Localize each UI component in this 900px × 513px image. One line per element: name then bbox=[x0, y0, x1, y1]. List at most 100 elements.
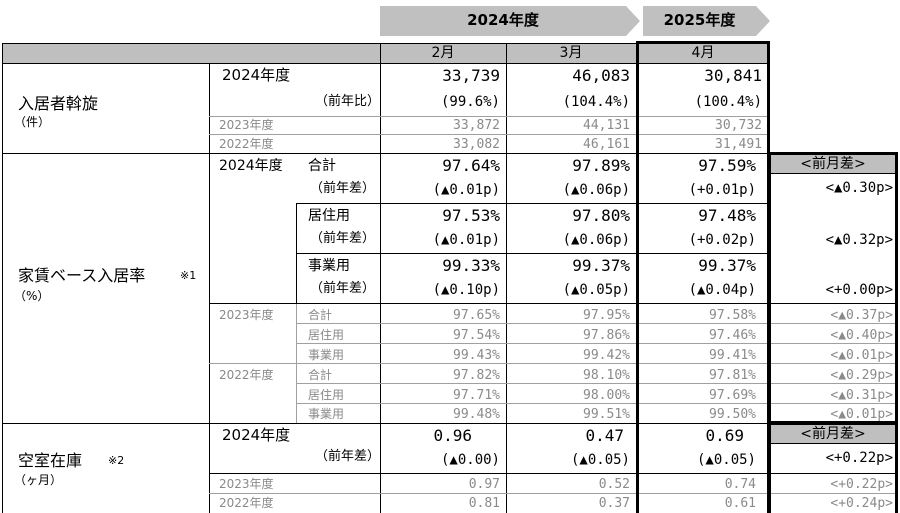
s2-row-business-label: 事業用 bbox=[308, 258, 350, 274]
s2-note: ※1 bbox=[180, 269, 197, 282]
s2-total-diff-mar: (▲0.06p) bbox=[562, 182, 630, 198]
s3-title: 空室在庫 bbox=[18, 451, 83, 470]
s2-2022-business-label: 事業用 bbox=[308, 407, 345, 421]
s2-2022-residential-feb: 97.71% bbox=[453, 388, 500, 403]
s3-diff-mar: (▲0.05) bbox=[570, 452, 630, 468]
s1-prev-year-2022: 2022年度 bbox=[219, 137, 274, 151]
s3-unit: （ヶ月） bbox=[14, 473, 63, 487]
s3-prev-2022-apr: 0.61 bbox=[724, 496, 756, 511]
s1-yoy-mar: (104.4%) bbox=[562, 94, 630, 110]
s2-residential-mom: <▲0.32p> bbox=[825, 232, 893, 248]
s2-unit: （%） bbox=[14, 289, 50, 303]
s3-prev-2023-feb: 0.97 bbox=[468, 477, 500, 492]
month-header-mar: 3月 bbox=[559, 45, 583, 61]
s1-value-apr: 30,841 bbox=[704, 66, 762, 85]
s2-2023-business-apr: 99.41% bbox=[709, 348, 756, 363]
s2-total-apr: 97.59% bbox=[698, 156, 756, 175]
s2-2023-total-label: 合計 bbox=[308, 308, 333, 322]
fy2024-banner-label: 2024年度 bbox=[467, 11, 539, 29]
s2-2022-residential-apr: 97.69% bbox=[709, 388, 756, 403]
s2-business-diff-apr: (▲0.04p) bbox=[688, 282, 756, 298]
s2-2022-business-apr: 99.50% bbox=[709, 407, 756, 422]
s2-2022-residential-mar: 98.00% bbox=[583, 388, 630, 403]
s1-prev-2023-apr: 30,732 bbox=[715, 118, 762, 133]
s3-prev-2022-feb: 0.81 bbox=[468, 496, 500, 511]
s1-title: 入居者斡旋 bbox=[18, 94, 99, 113]
s1-year: 2024年度 bbox=[222, 66, 291, 84]
s2-business-diff-mar: (▲0.05p) bbox=[562, 282, 630, 298]
s2-2023-total-apr: 97.58% bbox=[709, 308, 756, 323]
s2-2022-business-mar: 99.51% bbox=[583, 407, 630, 422]
s2-2023-business-mom: <▲0.01p> bbox=[830, 348, 893, 363]
s2-2023-total-mom: <▲0.37p> bbox=[830, 308, 893, 323]
s2-row-residential-diff-label: （前年差） bbox=[310, 231, 376, 246]
s2-title: 家賃ベース入居率 bbox=[18, 266, 146, 285]
s3-value-mar: 0.47 bbox=[585, 426, 624, 445]
s3-prev-2023-apr: 0.74 bbox=[724, 477, 756, 492]
s2-total-mom: <▲0.30p> bbox=[825, 180, 893, 196]
s3-diff-feb: (▲0.00) bbox=[440, 452, 500, 468]
s1-prev-2023-mar: 44,131 bbox=[583, 118, 630, 133]
mom-header-bg-vacancy bbox=[771, 425, 895, 444]
s2-2023-residential-mar: 97.86% bbox=[583, 328, 630, 343]
s2-residential-diff-apr: (+0.02p) bbox=[688, 232, 756, 248]
s2-total-diff-apr: (+0.01p) bbox=[688, 182, 756, 198]
s2-2022-total-label: 合計 bbox=[308, 368, 333, 382]
s2-residential-feb: 97.53% bbox=[442, 206, 500, 225]
s3-prev-2022-mar: 0.37 bbox=[598, 496, 630, 511]
s2-residential-diff-mar: (▲0.06p) bbox=[562, 232, 630, 248]
s1-value-feb: 33,739 bbox=[442, 66, 500, 85]
s1-unit: （件） bbox=[14, 115, 51, 129]
fy2025-banner bbox=[643, 6, 770, 36]
s2-2022-total-apr: 97.81% bbox=[709, 368, 756, 383]
month-header-feb: 2月 bbox=[431, 45, 455, 61]
s2-2022-residential-label: 居住用 bbox=[308, 388, 345, 402]
month-header-apr: 4月 bbox=[691, 45, 715, 61]
table-header-row bbox=[2, 43, 768, 63]
s1-yoy-feb: (99.6%) bbox=[440, 94, 500, 110]
fy2024-banner bbox=[380, 6, 640, 36]
s1-value-mar: 46,083 bbox=[572, 66, 630, 85]
s2-business-apr: 99.37% bbox=[698, 256, 756, 275]
s2-year: 2024年度 bbox=[219, 158, 283, 174]
s2-row-business-diff-label: （前年差） bbox=[310, 281, 376, 296]
s2-2023-total-feb: 97.65% bbox=[453, 308, 500, 323]
s3-prev-year-2023: 2023年度 bbox=[219, 477, 274, 491]
s3-mom: <+0.22p> bbox=[825, 450, 893, 466]
s1-prev-year-2023: 2023年度 bbox=[219, 118, 274, 132]
s1-yoy-label: （前年比） bbox=[315, 94, 381, 109]
s1-prev-2023-feb: 33,872 bbox=[453, 118, 500, 133]
s3-year: 2024年度 bbox=[222, 426, 291, 444]
s2-total-mar: 97.89% bbox=[572, 156, 630, 175]
s3-diff-apr: (▲0.05) bbox=[696, 452, 756, 468]
s3-diff-label: （前年差） bbox=[315, 449, 381, 464]
s2-2022-business-feb: 99.48% bbox=[453, 407, 500, 422]
s3-prev-year-2022: 2022年度 bbox=[219, 496, 274, 510]
s2-total-diff-feb: (▲0.01p) bbox=[432, 182, 500, 198]
s2-business-mom: <+0.00p> bbox=[825, 282, 893, 298]
s2-prev-year-2022: 2022年度 bbox=[219, 368, 274, 382]
s2-2022-residential-mom: <▲0.31p> bbox=[830, 388, 893, 403]
s3-prev-2023-mom: <+0.22p> bbox=[830, 477, 893, 492]
s3-prev-2023-mar: 0.52 bbox=[598, 477, 630, 492]
mom-header-vacancy: <前月差> bbox=[800, 426, 866, 442]
s2-total-feb: 97.64% bbox=[442, 156, 500, 175]
s2-2023-business-label: 事業用 bbox=[308, 348, 345, 362]
s3-note: ※2 bbox=[108, 454, 125, 467]
s3-prev-2022-mom: <+0.24p> bbox=[830, 496, 893, 511]
mom-header-occupancy: <前月差> bbox=[800, 156, 866, 172]
s2-residential-apr: 97.48% bbox=[698, 206, 756, 225]
s1-prev-2022-apr: 31,491 bbox=[715, 137, 762, 152]
s2-business-mar: 99.37% bbox=[572, 256, 630, 275]
s2-2023-business-feb: 99.43% bbox=[453, 348, 500, 363]
s2-business-feb: 99.33% bbox=[442, 256, 500, 275]
s2-business-diff-feb: (▲0.10p) bbox=[432, 282, 500, 298]
s2-2023-residential-apr: 97.46% bbox=[709, 328, 756, 343]
header-banners bbox=[380, 6, 770, 36]
s2-prev-year-2023: 2023年度 bbox=[219, 308, 274, 322]
mom-header-bg-occupancy bbox=[771, 155, 895, 174]
s2-row-total-label: 合計 bbox=[308, 158, 336, 174]
fy2025-banner-label: 2025年度 bbox=[663, 11, 736, 29]
s3-value-apr: 0.69 bbox=[705, 426, 744, 445]
s2-2022-business-mom: <▲0.01p> bbox=[830, 407, 893, 422]
